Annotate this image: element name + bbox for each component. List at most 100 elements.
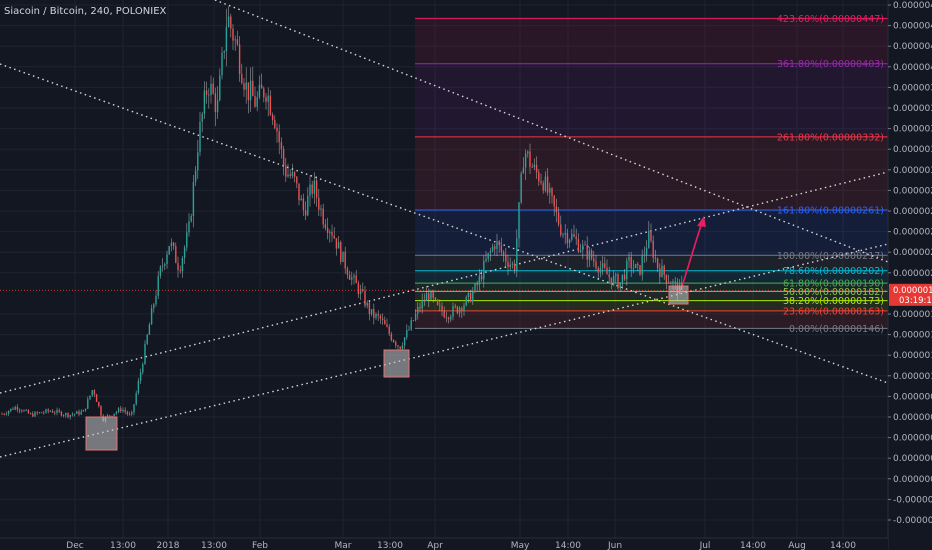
fib-level-label: 78.60%(0.00000202)	[783, 266, 884, 277]
highlight-box[interactable]	[85, 416, 118, 451]
highlight-box[interactable]	[668, 285, 689, 305]
price-axis-label[interactable]: 0.00000420	[893, 42, 932, 52]
price-axis-label[interactable]: 0.00000040	[893, 434, 932, 444]
candle-body	[153, 304, 155, 309]
price-axis-label[interactable]: -0.00000020	[893, 495, 932, 505]
price-axis-label[interactable]: 0.00000400	[893, 63, 932, 73]
price-axis[interactable]: 0.00000460 0.00000440 0.00000420 0.00000400…	[887, 0, 932, 550]
candle-body	[487, 252, 489, 260]
price-axis-label[interactable]: 0.00000460	[893, 1, 932, 11]
candle-body	[450, 316, 452, 320]
candle-body	[168, 246, 170, 255]
price-axis-label[interactable]: 0.00000140	[893, 331, 932, 341]
price-axis-label[interactable]: 0.00000100	[893, 372, 932, 382]
time-axis-label[interactable]: Jul	[699, 541, 711, 550]
time-axis-label[interactable]: 2018	[157, 541, 180, 550]
candle-body	[483, 260, 485, 280]
price-axis-label[interactable]: 0.00000200	[893, 269, 932, 279]
trend-lines[interactable]	[0, 0, 889, 458]
fib-zone	[415, 18, 888, 64]
time-axis-label[interactable]: May	[511, 541, 530, 550]
price-axis-label[interactable]: 0.00000160	[893, 310, 932, 320]
time-axis[interactable]: Dec 13:00 2018 13:00 Feb Mar 13:00 Apr May 14:00 J…	[0, 537, 888, 550]
candle-body	[533, 164, 536, 168]
candle-body	[172, 242, 175, 247]
projection-arrow[interactable]	[679, 221, 703, 294]
candle-body	[538, 172, 540, 182]
candle-body	[280, 142, 283, 149]
time-axis-label[interactable]: Jun	[607, 541, 622, 550]
candle-body	[579, 250, 582, 252]
fibonacci-extension[interactable]: 423.60%(0.00000447) 361.80%(0.00000403) 26…	[415, 14, 888, 335]
time-axis-label[interactable]: Apr	[427, 541, 443, 550]
candle-body	[324, 224, 327, 228]
fib-level-label: 61.80%(0.00000190)	[783, 279, 884, 290]
price-axis-label[interactable]: 0.00000360	[893, 104, 932, 114]
candle-body	[434, 297, 437, 300]
candle-body	[522, 167, 525, 174]
candle-body	[183, 247, 186, 259]
candle-body	[467, 292, 470, 298]
highlight-box[interactable]	[383, 349, 410, 378]
price-axis-label[interactable]: 0.00000220	[893, 248, 932, 258]
time-axis-label[interactable]: 14:00	[740, 541, 766, 550]
time-axis-label[interactable]: Aug	[788, 541, 806, 550]
candle-body	[632, 267, 635, 269]
candle-body	[98, 401, 100, 407]
candle-body	[553, 195, 555, 207]
candle-body	[667, 282, 670, 284]
candle-body	[113, 413, 115, 416]
price-axis-label[interactable]: 0.00000280	[893, 186, 932, 196]
candle-body	[225, 26, 228, 52]
price-axis-label[interactable]: -0.00000040	[893, 516, 932, 526]
candle-body	[49, 411, 52, 412]
time-axis-label[interactable]: Feb	[252, 541, 268, 550]
price-axis-label[interactable]: 0.00000080	[893, 392, 932, 402]
trendline[interactable]	[0, 243, 889, 458]
candle-body	[568, 239, 571, 244]
highlight-boxes[interactable]	[85, 285, 689, 451]
candle-body	[3, 413, 5, 415]
price-axis-label[interactable]: 0.00000380	[893, 83, 932, 93]
time-axis-label[interactable]: 13:00	[377, 541, 403, 550]
candle-body	[423, 299, 426, 301]
time-axis-label[interactable]: 13:00	[201, 541, 227, 550]
candle-body	[155, 295, 157, 305]
price-axis-label[interactable]: 0.00000020	[893, 454, 932, 464]
time-axis-label[interactable]: 13:00	[110, 541, 136, 550]
time-axis-label[interactable]: Dec	[66, 541, 83, 550]
candle-body	[509, 264, 511, 268]
price-axis-label[interactable]: 0.00000300	[893, 166, 932, 176]
time-axis-label[interactable]: 14:00	[555, 541, 581, 550]
price-axis-label[interactable]: 0.00000120	[893, 351, 932, 361]
candle-body	[661, 265, 663, 277]
price-axis-label[interactable]: 0.00000260	[893, 207, 932, 217]
price-axis-label[interactable]: 0.00000000	[893, 475, 932, 485]
candle-body	[500, 245, 503, 252]
candle-body	[379, 315, 382, 319]
candle-body	[100, 406, 102, 416]
candle-body	[643, 254, 646, 257]
candle-body	[265, 97, 267, 102]
trendline[interactable]	[214, 0, 889, 263]
candle-body	[260, 84, 263, 89]
time-axis-label[interactable]: Mar	[335, 541, 352, 550]
fib-zone	[415, 63, 888, 137]
time-axis-label[interactable]: 14:00	[830, 541, 856, 550]
candle-body	[236, 39, 239, 45]
candle-body	[412, 320, 415, 322]
candle-body	[665, 274, 668, 283]
candle-body	[25, 410, 27, 411]
candle-body	[340, 242, 342, 262]
trendline[interactable]	[0, 63, 889, 384]
price-axis-label[interactable]: 0.00000340	[893, 125, 932, 135]
candle-body	[652, 240, 654, 258]
price-axis-label[interactable]: 0.00000440	[893, 22, 932, 32]
price-axis-label[interactable]: 0.00000060	[893, 413, 932, 423]
price-axis-label[interactable]: 0.00000320	[893, 145, 932, 155]
candle-body	[16, 406, 19, 410]
last-price-tag[interactable]	[889, 283, 932, 306]
candle-body	[56, 410, 58, 413]
price-axis-label[interactable]: 0.00000240	[893, 228, 932, 238]
